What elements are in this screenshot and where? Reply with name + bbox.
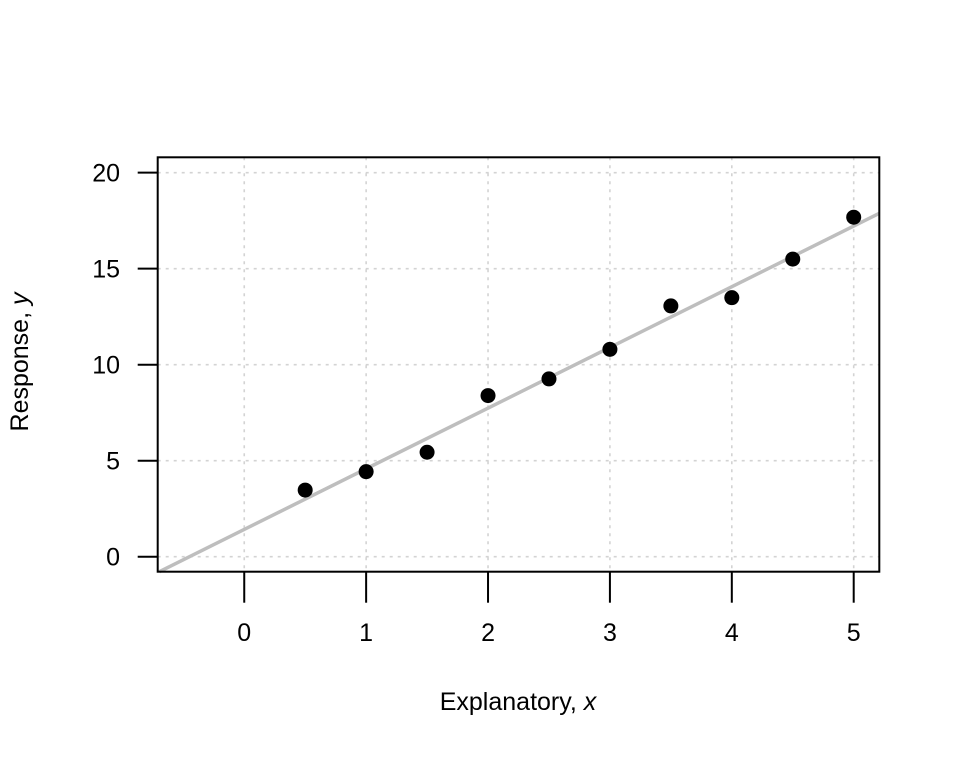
data-point <box>663 298 679 314</box>
data-point <box>419 444 435 460</box>
x-axis: 0 1 2 3 4 5 <box>237 571 861 647</box>
x-axis-title-var: x <box>583 688 598 716</box>
x-axis-title-text: Explanatory, <box>440 688 584 716</box>
x-tick-label: 1 <box>359 619 373 647</box>
regression-line <box>158 211 881 574</box>
data-points <box>297 209 862 498</box>
x-tick-label: 2 <box>481 619 495 647</box>
y-tick-label: 20 <box>92 160 120 188</box>
data-point <box>297 482 313 498</box>
x-tick-label: 3 <box>603 619 617 647</box>
y-tick-label: 0 <box>106 544 120 572</box>
x-axis-title: Explanatory, x <box>440 688 598 716</box>
data-point <box>846 209 862 225</box>
data-point <box>724 290 740 306</box>
y-tick-label: 15 <box>92 256 120 284</box>
data-point <box>602 341 618 357</box>
x-tick-label: 5 <box>847 619 861 647</box>
data-point <box>480 388 496 404</box>
y-axis-title-var: y <box>6 291 34 307</box>
y-axis-title-text: Response, <box>6 305 34 431</box>
data-point <box>358 464 374 480</box>
y-axis: 0 5 10 15 20 <box>92 160 158 572</box>
y-axis-title: Response, y <box>6 291 34 431</box>
x-tick-label: 4 <box>725 619 739 647</box>
data-point <box>541 371 557 387</box>
data-point <box>785 251 801 267</box>
grid-lines <box>157 157 880 572</box>
y-tick-label: 10 <box>92 352 120 380</box>
y-tick-label: 5 <box>106 448 120 476</box>
x-tick-label: 0 <box>237 619 251 647</box>
fit-line <box>158 211 881 574</box>
